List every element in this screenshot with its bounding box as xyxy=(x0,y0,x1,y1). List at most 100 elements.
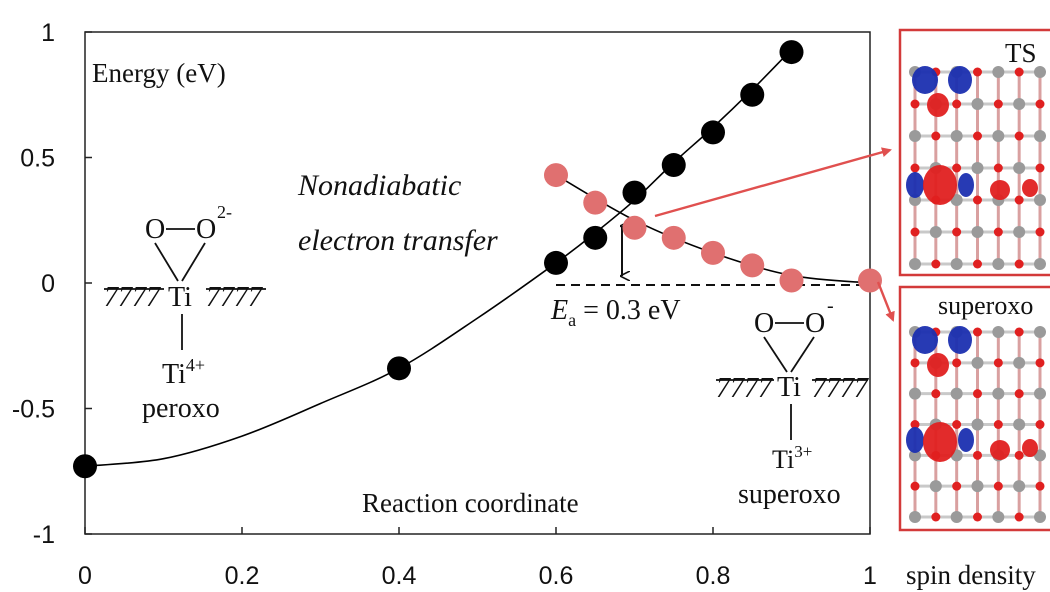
ti-atom xyxy=(992,387,1005,400)
ti-atom xyxy=(992,258,1005,270)
o-atom xyxy=(993,227,1003,237)
superoxo-ti-below-sup: 3+ xyxy=(794,442,812,461)
superoxo-hatch-right: 7777 xyxy=(812,373,869,404)
series-2-point xyxy=(858,268,882,293)
ti-atom xyxy=(909,258,921,270)
ti-atom xyxy=(909,387,921,400)
peroxo-bond-left xyxy=(154,242,179,282)
o-atom xyxy=(973,131,982,141)
ti-atom xyxy=(992,511,1005,523)
o-atom xyxy=(931,389,941,399)
ti-atom xyxy=(1034,387,1046,400)
series-2-point xyxy=(583,190,608,215)
o-atom xyxy=(1014,512,1024,522)
ti-atom xyxy=(950,130,963,142)
o-atom xyxy=(973,512,982,522)
ti-atom xyxy=(971,418,984,431)
series-1-point xyxy=(779,40,804,65)
o-atom xyxy=(1014,195,1024,205)
o-atom xyxy=(1035,227,1045,237)
nonadiabatic-label-line1: Nonadiabatic xyxy=(297,169,461,202)
y-tick-label: 0 xyxy=(41,270,55,298)
spin-density-blue-lobe xyxy=(948,66,972,94)
o-atom xyxy=(931,259,941,269)
superoxo-panel-label: superoxo xyxy=(938,291,1033,320)
ti-atom xyxy=(1034,194,1046,206)
spin-density-blue-lobe xyxy=(958,173,974,197)
ti-atom xyxy=(1013,418,1026,431)
ti-atom xyxy=(1034,130,1046,142)
spin-density-blue-lobe xyxy=(912,66,938,94)
peroxo-bond-right xyxy=(181,242,206,282)
ea-subscript: a xyxy=(568,310,576,330)
series-1-point xyxy=(701,120,725,145)
o-atom xyxy=(952,227,962,237)
spin-density-red-lobe xyxy=(923,165,957,205)
o-atom xyxy=(1035,163,1045,173)
o-atom xyxy=(993,163,1003,173)
ti-atom xyxy=(1034,326,1046,338)
spin-density-blue-lobe xyxy=(948,326,972,354)
ti-atom xyxy=(1013,226,1026,238)
x-axis-label: Reaction coordinate xyxy=(362,488,579,518)
ti-atom xyxy=(971,356,984,369)
o-atom xyxy=(973,67,982,77)
x-tick-label: 0.2 xyxy=(225,562,260,590)
o-atom xyxy=(993,420,1003,429)
spin-density-red-lobe xyxy=(990,180,1010,200)
y-tick-label: -0.5 xyxy=(12,396,55,424)
superoxo-label-bg xyxy=(935,290,1050,320)
superoxo-bond-left xyxy=(763,336,788,373)
y-axis-label: Energy (eV) xyxy=(92,58,226,88)
o-atom xyxy=(910,227,920,237)
o-atom xyxy=(952,358,962,368)
series-2-point xyxy=(701,240,725,265)
peroxo-name: peroxo xyxy=(142,393,220,424)
superoxo-name: superoxo xyxy=(738,479,841,510)
spin-density-blue-lobe xyxy=(958,428,974,452)
peroxo-o2: O xyxy=(196,214,216,245)
series-2-point xyxy=(544,163,568,188)
ti-atom xyxy=(1034,258,1046,270)
ti-atom xyxy=(1013,98,1026,110)
ea-symbol: E xyxy=(550,295,568,326)
spin-density-red-lobe xyxy=(927,93,949,117)
o-atom xyxy=(1014,450,1024,460)
spin-density-red-lobe xyxy=(990,440,1010,460)
spin-density-red-lobe xyxy=(1022,439,1038,457)
axis-ticks: 0 0.2 0.4 0.6 0.8 1 1 0.5 0 -0.5 -1 xyxy=(12,19,877,590)
superoxo-bond-right xyxy=(790,336,815,373)
peroxo-charge: 2- xyxy=(217,202,232,222)
superoxo-pointer-arrow xyxy=(876,281,895,322)
series-1-point xyxy=(740,82,765,107)
spin-density-blue-lobe xyxy=(906,172,924,198)
ea-value: = 0.3 eV xyxy=(576,295,680,326)
peroxo-hatch-left: 7777 xyxy=(104,282,161,313)
o-atom xyxy=(993,358,1003,368)
ts-pointer-arrow xyxy=(654,147,892,218)
ti-atom xyxy=(992,130,1005,142)
o-atom xyxy=(993,481,1003,491)
ti-atom xyxy=(929,480,942,493)
x-tick-label: 0.8 xyxy=(696,562,731,590)
o-atom xyxy=(1014,67,1024,77)
ea-label: Ea = 0.3 eV xyxy=(550,295,681,330)
o-atom xyxy=(1035,481,1045,491)
y-tick-label: -1 xyxy=(33,521,55,549)
ti-atom xyxy=(971,480,984,493)
ti-atom xyxy=(1034,511,1046,523)
ti-atom xyxy=(909,449,921,462)
o-atom xyxy=(952,163,962,173)
ti-atom xyxy=(971,162,984,174)
series-2-point xyxy=(779,268,804,293)
ti-atom xyxy=(909,511,921,523)
peroxo-structure: O O 2- 7777 Ti 7777 Ti4+ peroxo xyxy=(104,202,266,424)
superoxo-o1: O xyxy=(754,308,774,339)
spin-density-red-lobe xyxy=(923,422,957,462)
series-1-point xyxy=(544,250,568,275)
peroxo-ti-below-sup: 4+ xyxy=(186,355,205,375)
x-tick-label: 0.4 xyxy=(382,562,417,590)
o-atom xyxy=(973,259,982,269)
series-2-point xyxy=(740,253,765,278)
ti-atom xyxy=(950,194,963,206)
